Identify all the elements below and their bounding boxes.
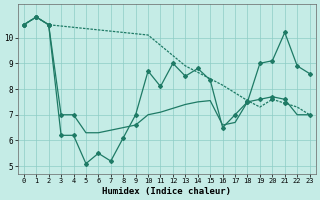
X-axis label: Humidex (Indice chaleur): Humidex (Indice chaleur) [102,187,231,196]
